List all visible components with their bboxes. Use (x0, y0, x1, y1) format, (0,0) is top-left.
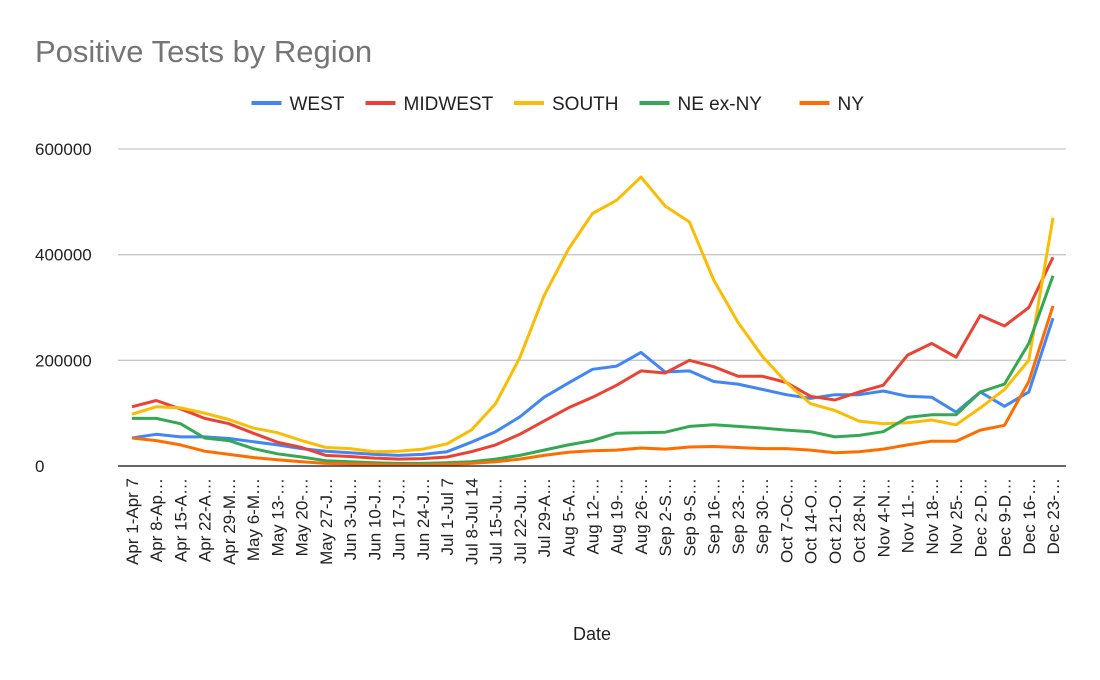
x-tick-label: Nov 11-… (899, 478, 918, 553)
x-tick-label: Dec 23-… (1044, 478, 1063, 555)
x-tick-label: Jul 29-A… (535, 478, 554, 557)
x-tick-label: Jun 10-J… (365, 478, 384, 560)
y-axis-ticks: 0 200000 400000 600000 (35, 140, 92, 476)
x-tick-label: Sep 16-… (705, 478, 724, 555)
series-lines (131, 175, 1055, 467)
x-tick-label: May 13-… (268, 478, 287, 556)
series-line-west (131, 317, 1055, 457)
x-tick-label: Jul 15-Ju… (487, 478, 506, 564)
x-tick-label: Nov 4-N… (874, 478, 893, 557)
y-tick-label: 600000 (35, 140, 92, 159)
x-tick-label: Dec 9-D… (996, 478, 1015, 557)
x-tick-label: Sep 2-S… (656, 478, 675, 556)
legend: WEST MIDWEST SOUTH NE ex-NY NY (251, 94, 865, 115)
x-tick-label: Jul 8-Jul 14 (462, 478, 481, 565)
x-tick-label: Apr 15-A… (171, 478, 190, 562)
x-tick-label: Apr 22-A… (196, 478, 215, 562)
legend-label: SOUTH (552, 94, 619, 115)
x-tick-label: Aug 12-… (584, 478, 603, 555)
x-tick-label: Aug 19-… (608, 478, 627, 555)
x-tick-label: Dec 16-… (1020, 478, 1039, 555)
x-tick-label: Sep 23-… (729, 478, 748, 555)
x-tick-label: Sep 30-… (753, 478, 772, 555)
x-axis-title: Date (573, 624, 611, 644)
legend-label: MIDWEST (404, 94, 494, 115)
x-tick-label: Sep 9-S… (680, 478, 699, 556)
x-tick-label: May 6-M… (244, 478, 263, 561)
x-tick-label: Jul 1-Jul 7 (438, 478, 457, 555)
legend-label: WEST (290, 94, 345, 115)
x-tick-label: Oct 28-N… (850, 478, 869, 563)
x-tick-label: May 27-J… (317, 478, 336, 565)
x-tick-label: Aug 5-A… (559, 478, 578, 556)
x-tick-label: Nov 18-… (923, 478, 942, 555)
series-line-ne-ex-ny (132, 275, 1055, 465)
x-tick-label: Apr 8-Ap… (147, 478, 166, 562)
x-tick-label: Jun 3-Ju… (341, 478, 360, 560)
x-tick-label: Oct 7-Oc… (777, 478, 796, 563)
x-tick-label: Jun 24-J… (414, 478, 433, 560)
series-line-midwest (131, 256, 1055, 461)
chart-title: Positive Tests by Region (35, 34, 372, 69)
y-tick-label: 400000 (35, 246, 92, 265)
x-tick-label: Nov 25-… (947, 478, 966, 555)
legend-label: NY (838, 94, 865, 115)
x-axis-ticks: Apr 1-Apr 7 Apr 8-Ap… Apr 15-A… Apr 22-A… Ap… (123, 478, 1063, 565)
x-tick-label: Apr 29-M… (220, 478, 239, 565)
y-tick-label: 0 (35, 457, 44, 476)
x-tick-label: Jul 22-Ju… (511, 478, 530, 564)
series-line-ny (131, 305, 1055, 467)
legend-label: NE ex-NY (678, 94, 763, 115)
x-tick-label: May 20-… (293, 478, 312, 556)
x-tick-label: Dec 2-D… (971, 478, 990, 557)
gridlines (118, 148, 1066, 361)
y-tick-label: 200000 (35, 351, 92, 370)
series-line-south (131, 175, 1055, 454)
x-tick-label: Jun 17-J… (390, 478, 409, 560)
x-tick-label: Oct 14-O… (802, 478, 821, 564)
x-tick-label: Apr 1-Apr 7 (123, 478, 142, 565)
x-tick-label: Aug 26-… (632, 478, 651, 555)
x-tick-label: Oct 21-O… (826, 478, 845, 564)
